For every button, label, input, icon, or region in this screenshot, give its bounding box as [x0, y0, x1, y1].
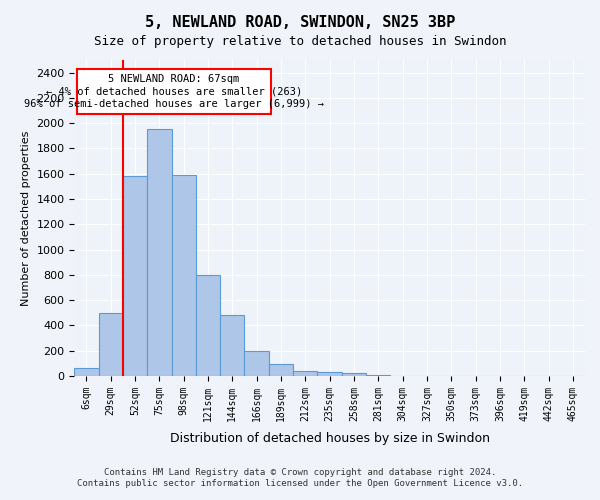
Bar: [244, 350, 269, 376]
FancyBboxPatch shape: [77, 69, 271, 114]
Bar: [172, 175, 196, 376]
Text: 5, NEWLAND ROAD, SWINDON, SN25 3BP: 5, NEWLAND ROAD, SWINDON, SN25 3BP: [145, 15, 455, 30]
Bar: [220, 316, 244, 376]
Bar: [98, 312, 123, 376]
Text: Size of property relative to detached houses in Swindon: Size of property relative to detached ho…: [94, 35, 506, 48]
Text: ← 4% of detached houses are smaller (263): ← 4% of detached houses are smaller (263…: [46, 86, 302, 97]
Bar: [269, 364, 293, 376]
Text: 96% of semi-detached houses are larger (6,999) →: 96% of semi-detached houses are larger (…: [24, 100, 324, 110]
X-axis label: Distribution of detached houses by size in Swindon: Distribution of detached houses by size …: [170, 432, 490, 445]
Y-axis label: Number of detached properties: Number of detached properties: [20, 130, 31, 306]
Bar: [147, 129, 172, 376]
Bar: [317, 372, 342, 376]
Text: Contains HM Land Registry data © Crown copyright and database right 2024.
Contai: Contains HM Land Registry data © Crown c…: [77, 468, 523, 487]
Bar: [123, 176, 147, 376]
Bar: [196, 275, 220, 376]
Bar: [74, 368, 98, 376]
Text: 5 NEWLAND ROAD: 67sqm: 5 NEWLAND ROAD: 67sqm: [109, 74, 239, 84]
Bar: [293, 372, 317, 376]
Bar: [342, 373, 366, 376]
